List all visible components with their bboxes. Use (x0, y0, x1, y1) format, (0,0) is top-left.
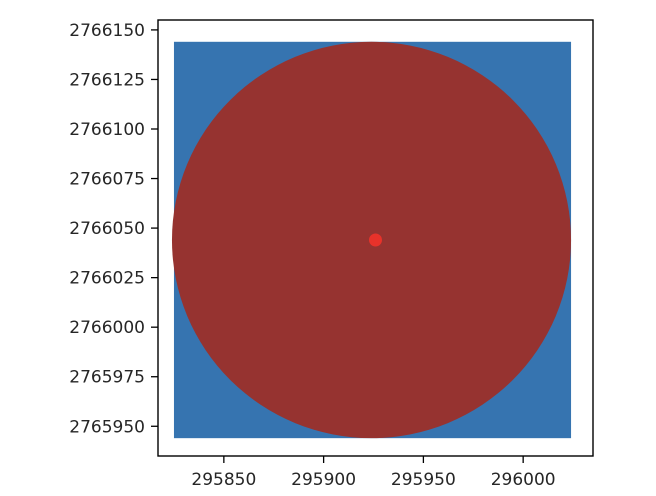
y-tick-label: 2766025 (69, 269, 145, 289)
y-tick-label: 2765950 (69, 417, 145, 437)
y-tick-label: 2766050 (69, 219, 145, 239)
axes-frame (157, 19, 594, 457)
y-tick-label: 2766125 (69, 70, 145, 90)
y-tick-label: 2766150 (69, 21, 145, 41)
y-tick-label: 2766000 (69, 318, 145, 338)
y-tick-label: 2765975 (69, 368, 145, 388)
x-tick-label: 295900 (291, 470, 356, 490)
y-tick-label: 2766100 (69, 120, 145, 140)
x-tick-label: 295950 (391, 470, 456, 490)
center-point (369, 233, 382, 247)
x-tick-label: 296000 (491, 470, 556, 490)
x-tick-label: 295850 (191, 470, 256, 490)
y-tick-label: 2766075 (69, 170, 145, 190)
